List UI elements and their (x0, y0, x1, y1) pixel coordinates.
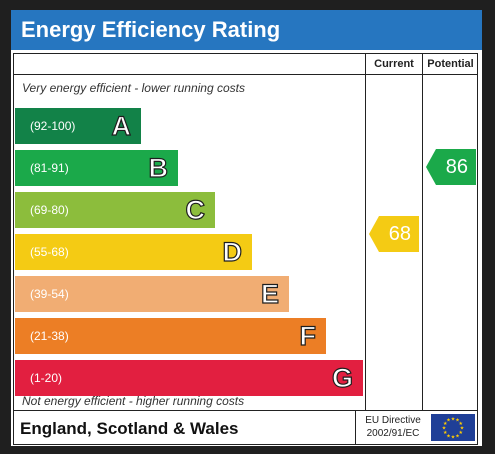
band-letter: F (299, 320, 317, 351)
region-label: England, Scotland & Wales (20, 419, 239, 438)
band-range: (1-20) (30, 371, 63, 385)
band-range: (69-80) (30, 203, 69, 217)
footer: England, Scotland & Wales EU Directive 2… (13, 411, 478, 445)
eu-star: ★ (443, 421, 448, 427)
title-bar: Energy Efficiency Rating (11, 10, 482, 50)
header-divider (14, 74, 477, 75)
eu-star: ★ (455, 433, 460, 439)
directive-line-2: 2002/91/EC (366, 428, 420, 439)
potential-rating-arrow: 86 (426, 149, 476, 185)
potential-rating-value: 86 (445, 156, 468, 178)
chart-title: Energy Efficiency Rating (21, 17, 281, 42)
current-rating-arrow: 68 (369, 216, 419, 252)
bottom-caption: Not energy efficient - higher running co… (22, 394, 245, 408)
band-letter: A (111, 110, 132, 141)
eu-star: ★ (451, 435, 456, 441)
current-arrow-icon (369, 216, 419, 252)
eu-star: ★ (446, 433, 451, 439)
eu-directive: EU Directive 2002/91/EC (358, 414, 428, 440)
band-range: (55-68) (30, 245, 69, 259)
current-rating-value: 68 (388, 223, 411, 245)
band-letter: G (331, 362, 353, 393)
rating-band-c: (69-80) C (15, 192, 215, 228)
band-range: (81-91) (30, 161, 69, 175)
eu-star: ★ (443, 430, 448, 436)
eu-star: ★ (459, 421, 464, 427)
band-letter: B (148, 152, 169, 183)
rating-grid: Current Potential Very energy efficient … (13, 53, 478, 411)
directive-line-1: EU Directive (365, 415, 421, 426)
band-letter: E (260, 278, 279, 309)
potential-arrow-icon (426, 149, 476, 185)
band-range: (92-100) (30, 119, 76, 133)
footer-divider (355, 411, 356, 444)
potential-column-header: Potential (427, 58, 474, 70)
eu-star: ★ (446, 418, 451, 424)
column-divider-potential (422, 54, 423, 410)
eu-star: ★ (455, 418, 460, 424)
eu-flag-icon: ★ ★ ★ ★ ★ ★ ★ ★ ★ ★ ★ ★ (431, 414, 475, 441)
eu-star: ★ (459, 430, 464, 436)
rating-band-b: (81-91) B (15, 150, 178, 186)
current-column-header: Current (374, 58, 414, 70)
band-range: (39-54) (30, 287, 69, 301)
rating-band-a: (92-100) A (15, 108, 141, 144)
eu-star: ★ (451, 417, 456, 423)
energy-rating-chart: Energy Efficiency Rating Current Potenti… (11, 10, 482, 446)
rating-band-d: (55-68) D (15, 234, 252, 270)
eu-star: ★ (442, 426, 447, 432)
eu-star: ★ (460, 426, 465, 432)
column-divider-current (365, 54, 366, 410)
top-caption: Very energy efficient - lower running co… (22, 81, 245, 95)
rating-band-f: (21-38) F (15, 318, 326, 354)
band-letter: D (222, 236, 243, 267)
band-letter: C (185, 194, 206, 225)
rating-band-g: (1-20) G (15, 360, 363, 396)
band-range: (21-38) (30, 329, 69, 343)
rating-band-e: (39-54) E (15, 276, 289, 312)
